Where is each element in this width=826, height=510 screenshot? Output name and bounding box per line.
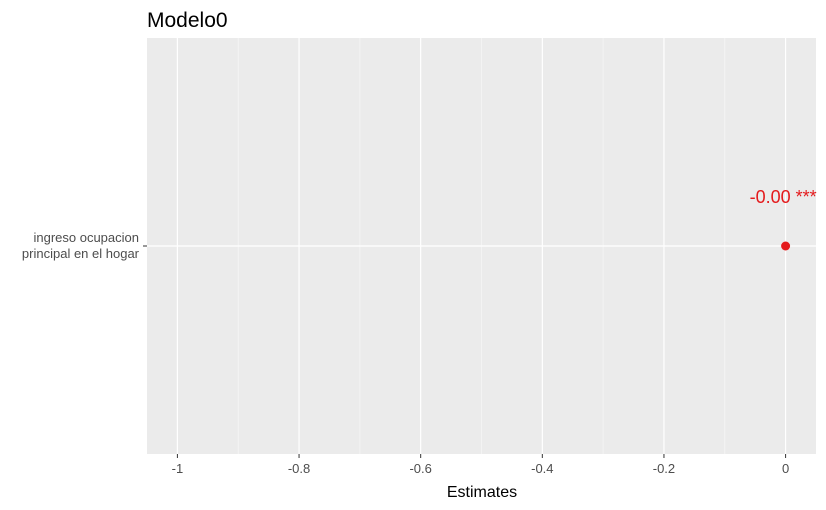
y-tick-label: principal en el hogar bbox=[22, 246, 140, 261]
x-tick-label: -0.2 bbox=[653, 461, 675, 476]
x-axis-title: Estimates bbox=[447, 484, 517, 501]
estimate-label: -0.00 *** bbox=[750, 187, 817, 207]
x-tick-label: -1 bbox=[172, 461, 184, 476]
estimate-point bbox=[781, 241, 791, 251]
points-layer: -0.00 *** bbox=[750, 187, 817, 251]
x-tick-label: 0 bbox=[782, 461, 789, 476]
x-axis: -1 -0.8 -0.6 -0.4 -0.2 0 bbox=[172, 454, 789, 476]
x-tick-label: -0.6 bbox=[409, 461, 431, 476]
x-tick-label: -0.8 bbox=[288, 461, 310, 476]
x-tick-label: -0.4 bbox=[531, 461, 553, 476]
y-tick-label: ingreso ocupacion bbox=[33, 230, 139, 245]
chart-title: Modelo0 bbox=[147, 9, 228, 32]
